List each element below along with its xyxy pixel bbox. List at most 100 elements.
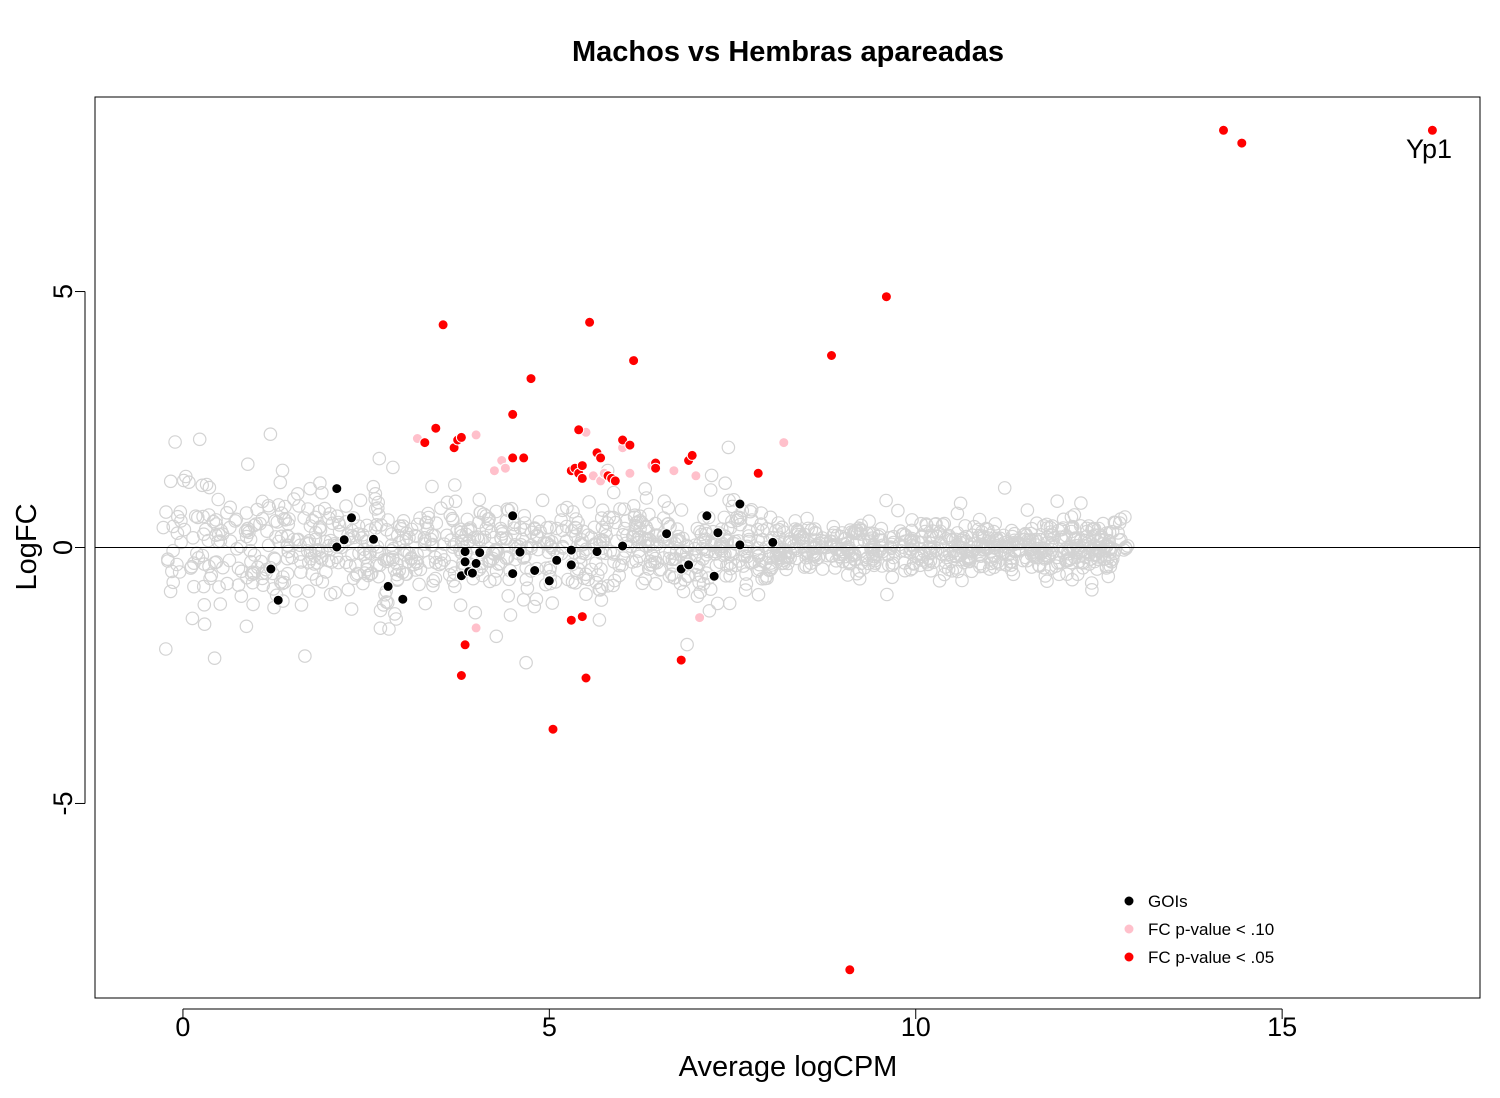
background-point xyxy=(1052,567,1066,582)
background-point xyxy=(669,544,684,558)
background-point xyxy=(972,512,987,527)
background-point xyxy=(919,555,934,569)
background-point xyxy=(1105,524,1120,539)
background-point xyxy=(170,526,185,540)
background-point xyxy=(260,524,274,538)
data-point xyxy=(661,528,673,540)
background-point xyxy=(412,577,426,592)
legend: GOIs FC p-value < .10 FC p-value < .05 xyxy=(1123,892,1274,967)
data-point xyxy=(686,449,698,461)
background-point xyxy=(234,589,249,603)
data-point xyxy=(1236,137,1248,149)
background-point xyxy=(495,524,509,538)
background-point xyxy=(196,509,210,524)
background-point xyxy=(179,469,193,484)
background-point xyxy=(199,477,214,492)
background-point xyxy=(1114,532,1128,547)
background-point xyxy=(807,533,821,547)
data-point xyxy=(734,539,746,551)
data-point xyxy=(430,422,442,434)
background-point xyxy=(612,568,626,583)
background-point xyxy=(905,513,919,527)
background-point xyxy=(513,520,528,535)
background-point xyxy=(163,474,178,489)
background-point xyxy=(1074,496,1088,510)
data-point xyxy=(565,544,577,556)
background-point xyxy=(960,543,975,558)
background-point xyxy=(308,532,323,547)
background-point xyxy=(1066,542,1080,557)
data-point xyxy=(617,540,629,552)
background-point xyxy=(545,596,560,610)
background-point xyxy=(453,598,468,612)
background-point xyxy=(996,528,1011,543)
background-point xyxy=(1079,521,1094,536)
background-point xyxy=(616,551,631,565)
background-point xyxy=(1081,537,1096,552)
background-point xyxy=(159,642,173,656)
background-point xyxy=(341,582,356,597)
background-point xyxy=(156,520,171,535)
background-point xyxy=(1026,544,1041,559)
background-point xyxy=(879,493,893,508)
background-point xyxy=(951,564,965,579)
background-point xyxy=(704,468,719,483)
background-point xyxy=(192,432,207,447)
background-point xyxy=(704,538,719,553)
background-point xyxy=(777,550,792,564)
background-point xyxy=(187,556,201,570)
background-point xyxy=(489,629,504,644)
data-point xyxy=(470,429,482,441)
background-point xyxy=(373,621,388,635)
background-point xyxy=(355,527,370,542)
data-point xyxy=(580,672,592,684)
background-point xyxy=(211,527,226,542)
background-point xyxy=(1085,582,1099,597)
background-point xyxy=(722,596,737,611)
background-point xyxy=(677,573,692,587)
legend-marker xyxy=(1123,923,1135,935)
background-point xyxy=(1004,558,1018,572)
background-point xyxy=(271,498,286,512)
background-point xyxy=(881,558,896,572)
background-point xyxy=(315,485,329,500)
background-point xyxy=(885,570,899,585)
background-point xyxy=(468,605,483,620)
background-point xyxy=(301,502,315,516)
background-point xyxy=(689,567,703,582)
background-point xyxy=(314,551,329,566)
background-point xyxy=(275,463,290,478)
background-point xyxy=(606,578,620,593)
background-point xyxy=(448,494,463,509)
background-point xyxy=(665,567,679,581)
background-point xyxy=(177,522,192,537)
background-point xyxy=(1045,545,1060,560)
background-point xyxy=(1075,538,1090,553)
data-point xyxy=(272,594,284,606)
background-point xyxy=(1117,543,1131,557)
data-point xyxy=(382,580,394,592)
background-point xyxy=(325,516,340,531)
background-point xyxy=(231,561,246,576)
background-point xyxy=(827,525,842,540)
background-point xyxy=(527,599,542,614)
data-point xyxy=(694,612,706,624)
background-point xyxy=(413,562,428,577)
background-point xyxy=(1100,538,1114,553)
background-point xyxy=(269,530,283,544)
background-point xyxy=(882,530,897,545)
gene-label-yp1: Yp1 xyxy=(1406,134,1452,164)
background-point xyxy=(241,521,255,536)
background-point xyxy=(739,567,753,581)
background-point xyxy=(639,533,653,547)
data-point xyxy=(573,424,585,436)
background-point xyxy=(635,515,649,530)
data-point xyxy=(474,547,486,559)
background-point xyxy=(364,566,379,581)
background-point xyxy=(710,596,725,611)
background-point xyxy=(417,543,431,558)
background-point xyxy=(891,503,905,518)
background-point xyxy=(841,542,855,556)
background-point xyxy=(860,526,875,541)
background-point xyxy=(163,584,178,599)
